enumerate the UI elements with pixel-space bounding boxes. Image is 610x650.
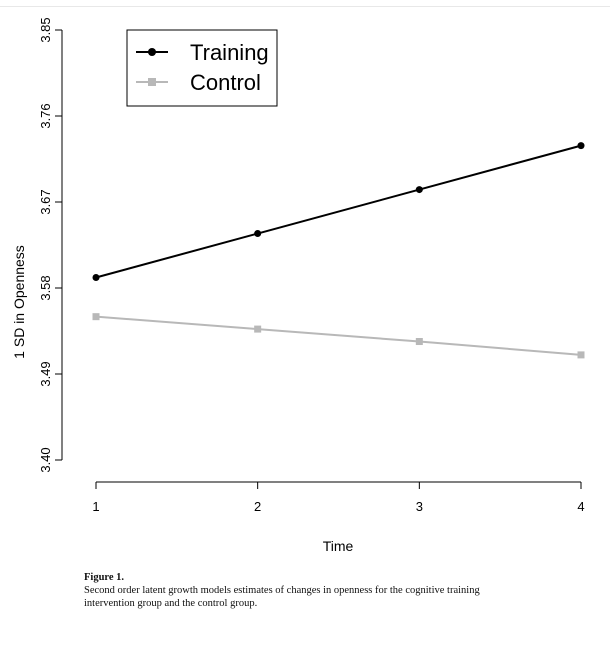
series-training-point (415, 186, 423, 194)
series-training-line (95, 144, 582, 279)
legend-control-marker (148, 78, 156, 86)
legend-control-label: Control (190, 70, 261, 95)
series-layer (92, 142, 585, 359)
top-divider (0, 6, 610, 7)
y-tick-label: 3.49 (38, 361, 53, 386)
y-tick-label: 3.67 (38, 189, 53, 214)
legend-training-marker (148, 48, 156, 56)
caption-label: Figure 1. (84, 572, 125, 583)
x-axis: 1 2 3 4 (92, 481, 585, 514)
series-control-point (415, 338, 423, 346)
series-control-point (254, 325, 262, 333)
series-training-point (577, 142, 585, 150)
y-tick-label: 3.58 (38, 275, 53, 300)
y-tick-label: 3.76 (38, 103, 53, 128)
x-axis-title: Time (323, 538, 354, 554)
y-tick-label: 3.85 (38, 17, 53, 42)
x-tick-label: 4 (577, 499, 584, 514)
legend-box (126, 29, 278, 107)
series-control-point (577, 351, 585, 359)
series-control-line (95, 315, 582, 356)
line-chart: 3.40 3.49 3.58 3.67 3.76 3.85 1 2 3 4 1 SD in Op… (11, 17, 585, 554)
x-tick-label: 3 (416, 499, 423, 514)
x-tick-label: 2 (254, 499, 261, 514)
legend-training-label: Training (190, 40, 269, 65)
y-axis-title: 1 SD in Openness (11, 245, 27, 359)
series-control-point (92, 313, 100, 321)
x-tick-label: 1 (92, 499, 99, 514)
caption-text: Second order latent growth models estima… (84, 585, 480, 609)
figure-caption: Figure 1. Second order latent growth mod… (84, 571, 524, 610)
y-tick-label: 3.40 (38, 447, 53, 472)
y-axis: 3.40 3.49 3.58 3.67 3.76 3.85 (38, 17, 63, 473)
series-training-point (254, 230, 262, 238)
legend: Training Control (126, 29, 278, 107)
series-training-point (92, 273, 100, 281)
